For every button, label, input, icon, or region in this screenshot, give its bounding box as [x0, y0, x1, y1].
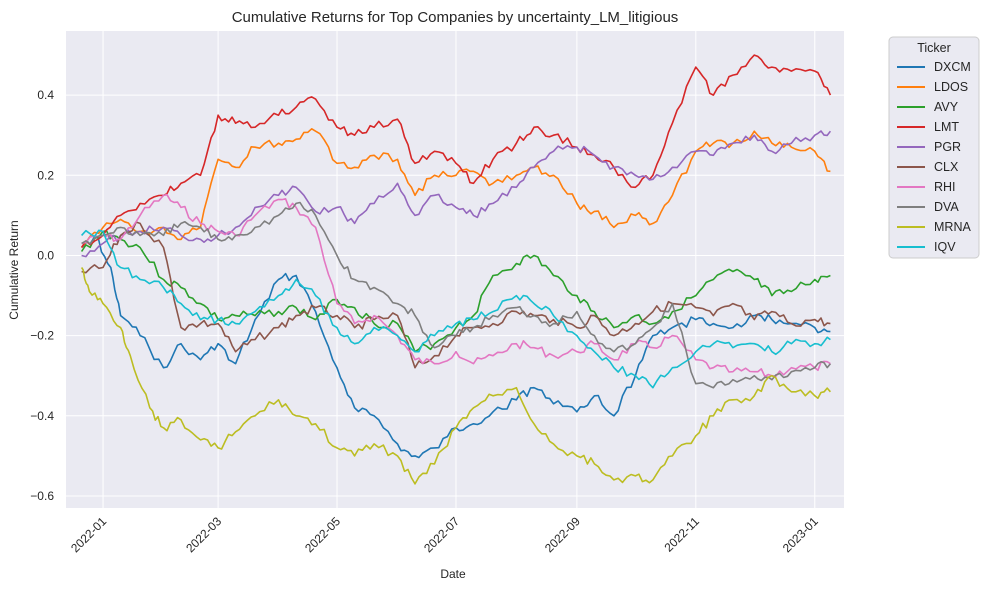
y-tick-label: 0.0 — [37, 248, 54, 262]
series-line-ldos — [80, 128, 831, 249]
series-layer — [80, 54, 832, 485]
legend-label-pgr: PGR — [934, 140, 961, 154]
x-tick-label: 2022-11 — [662, 514, 703, 555]
legend-label-mrna: MRNA — [934, 220, 971, 234]
y-tick-label: −0.4 — [30, 409, 54, 423]
series-line-pgr — [81, 130, 832, 258]
legend-label-dxcm: DXCM — [934, 60, 971, 74]
x-tick-label: 2022-07 — [421, 514, 462, 555]
legend-label-lmt: LMT — [934, 120, 959, 134]
legend: Ticker DXCM LDOS AVY LMT PGR CLX RHI DVA MRNA IQV — [888, 36, 980, 259]
series-line-mrna — [80, 267, 832, 485]
legend-frame — [888, 36, 980, 259]
legend-title: Ticker — [917, 41, 951, 55]
y-axis-label: Cumulative Return — [7, 220, 21, 319]
series-line-rhi — [81, 193, 831, 378]
legend-label-clx: CLX — [934, 160, 959, 174]
chart-title: Cumulative Returns for Top Companies by … — [232, 9, 679, 26]
legend-label-iqv: IQV — [934, 240, 956, 254]
x-tick-label: 2022-01 — [68, 514, 109, 555]
y-tick-label: 0.4 — [37, 88, 54, 102]
series-line-dva — [81, 201, 832, 389]
legend-items: DXCM LDOS AVY LMT PGR CLX RHI DVA MRNA IQV — [897, 60, 971, 254]
x-axis-label: Date — [440, 567, 466, 581]
x-tick-label: 2023-01 — [780, 514, 821, 555]
x-axis-ticks: 2022-01 2022-03 2022-05 2022-07 2022-09 2022-… — [68, 514, 821, 555]
x-tick-label: 2022-05 — [302, 514, 343, 555]
legend-label-ldos: LDOS — [934, 80, 968, 94]
x-tick-label: 2022-09 — [542, 514, 583, 555]
x-tick-label: 2022-03 — [183, 514, 224, 555]
series-line-lmt — [80, 54, 832, 248]
y-tick-label: 0.2 — [37, 168, 54, 182]
y-axis-ticks: −0.6 −0.4 −0.2 0.0 0.2 0.4 — [30, 88, 54, 503]
legend-label-rhi: RHI — [934, 180, 956, 194]
y-tick-label: −0.6 — [30, 489, 54, 503]
legend-label-avy: AVY — [934, 100, 959, 114]
series-line-avy — [80, 230, 831, 353]
series-line-dxcm — [81, 234, 831, 459]
legend-label-dva: DVA — [934, 200, 959, 214]
series-line-iqv — [81, 229, 831, 389]
y-tick-label: −0.2 — [30, 329, 54, 343]
